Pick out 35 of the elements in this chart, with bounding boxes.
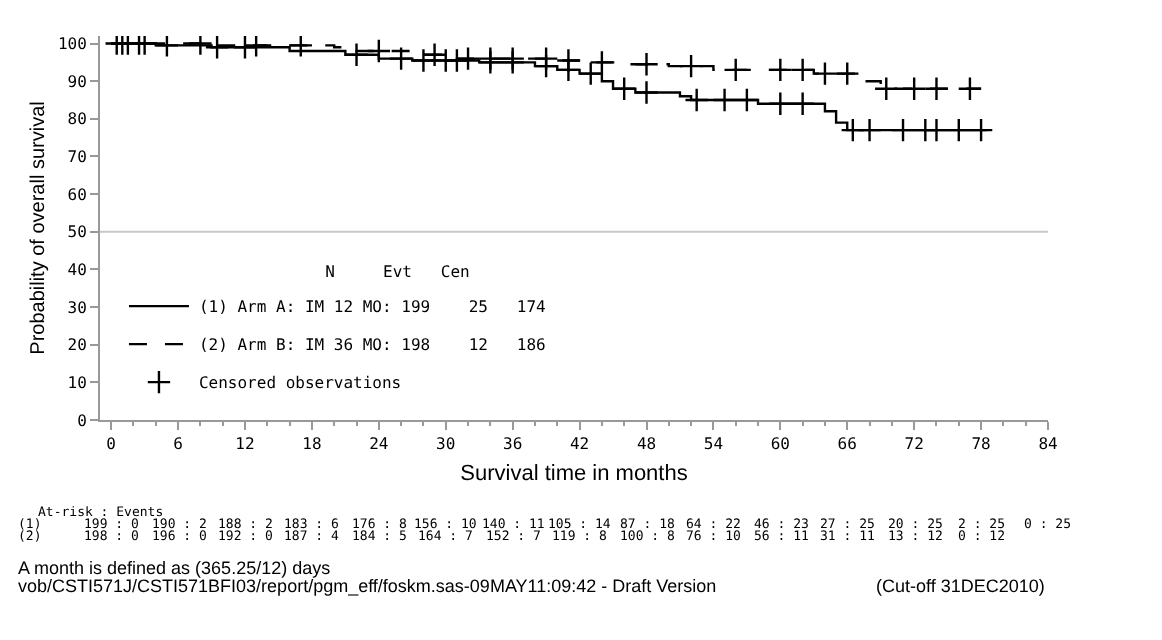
x-tick-label: 84 bbox=[1038, 435, 1058, 454]
y-tick-label: 70 bbox=[67, 148, 88, 167]
x-axis-title: Survival time in months bbox=[460, 461, 689, 486]
x-tick-label: 54 bbox=[703, 435, 724, 454]
text: (Cut-off 31DEC2010) bbox=[876, 576, 1045, 596]
x-tick-label: 48 bbox=[636, 435, 657, 454]
y-axis-title: Probability of overall survival bbox=[27, 101, 50, 355]
y-tick-label: 90 bbox=[67, 72, 88, 91]
y-tick-label: 80 bbox=[67, 110, 88, 129]
y-tick-label: 50 bbox=[67, 223, 88, 242]
y-tick-label: 10 bbox=[67, 373, 88, 392]
x-tick-label: 18 bbox=[302, 435, 322, 454]
x-tick-label: 24 bbox=[369, 435, 389, 454]
x-tick-label: 78 bbox=[971, 435, 992, 454]
x-tick-label: 66 bbox=[837, 435, 858, 454]
y-tick-label: 40 bbox=[67, 261, 88, 280]
text: vob/CSTI571J/CSTI571BFI03/report/pgm_eff/foskm.sas-09MAY11:09:42 - Draft Version bbox=[18, 576, 717, 596]
x-tick-label: 30 bbox=[436, 435, 456, 454]
y-tick-label: 30 bbox=[67, 298, 88, 317]
x-tick-label: 42 bbox=[569, 435, 590, 454]
x-tick-label: 6 bbox=[173, 435, 184, 454]
x-tick-label: 60 bbox=[770, 435, 791, 454]
y-tick-label: 20 bbox=[67, 336, 88, 355]
legend-label: (1) Arm A: IM 12 MO: 199 25 174 bbox=[198, 298, 547, 317]
legend-title: N Evt Cen bbox=[122, 263, 471, 282]
legend-label: Censored observations bbox=[198, 374, 402, 393]
y-tick-label: 100 bbox=[57, 35, 88, 54]
y-tick-label: 60 bbox=[67, 185, 88, 204]
legend-label: (2) Arm B: IM 36 MO: 198 12 186 bbox=[198, 336, 547, 355]
x-tick-label: 72 bbox=[904, 435, 925, 454]
y-tick-label: 0 bbox=[77, 411, 88, 430]
x-tick-label: 36 bbox=[503, 435, 523, 454]
x-tick-label: 0 bbox=[106, 435, 117, 454]
x-tick-label: 12 bbox=[235, 435, 255, 454]
text: A month is defined as (365.25/12) days bbox=[18, 558, 332, 578]
